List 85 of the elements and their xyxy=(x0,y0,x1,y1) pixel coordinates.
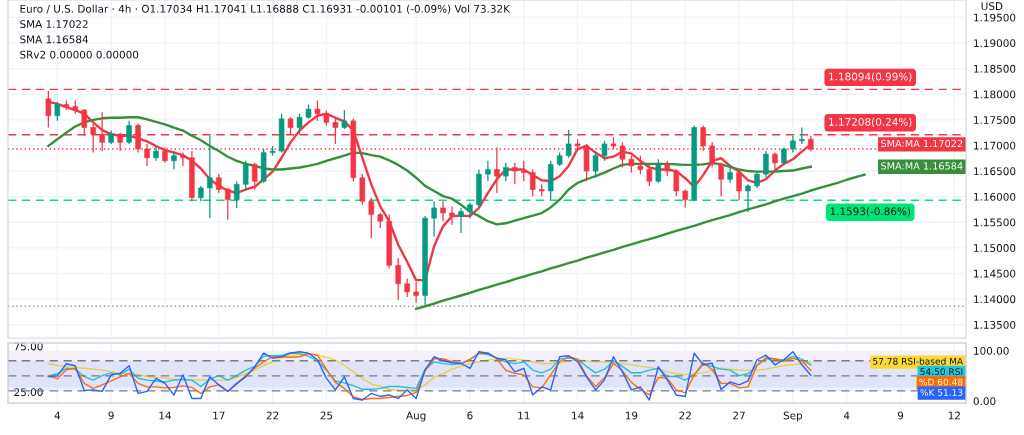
candlestick xyxy=(763,150,769,179)
text: SMA:MA 1.17022 xyxy=(881,139,963,148)
x-tick-label: 27 xyxy=(733,411,745,420)
x-tick-label: 6 xyxy=(467,411,473,420)
x-tick-label: 22 xyxy=(266,411,279,420)
candlestick xyxy=(171,150,177,171)
annotation: SMA 1.17022 xyxy=(20,20,88,29)
text: 57.78 RSI-based MA xyxy=(873,357,964,365)
candlestick xyxy=(341,109,348,130)
x-tick-label: 9 xyxy=(108,411,114,420)
text: %K 51.13 xyxy=(920,389,963,396)
candlestick xyxy=(180,151,186,167)
y-tick-label: 1.14000 xyxy=(974,295,1016,304)
y-tick-label: 1.14500 xyxy=(974,269,1016,278)
x-tick-label: 19 xyxy=(625,411,638,420)
annotation: SMA 1.16584 xyxy=(20,35,89,44)
candlestick xyxy=(530,168,536,197)
chart-title: Euro / U.S. Dollar · 4h · O1.17034 H1.17041 L1.16888 C1.16931 -0.00101 (-0.09%) Vol 73.32K xyxy=(20,4,511,14)
x-tick-label: 4 xyxy=(843,411,850,420)
y-tick-label: 1.19500 xyxy=(974,13,1016,22)
candlestick xyxy=(601,140,608,162)
annotation: SRv2 0.00000 0.00000 xyxy=(20,50,139,59)
x-tick-label: 14 xyxy=(572,411,584,420)
x-tick-label: Sep xyxy=(783,411,803,422)
text: 54.50 RSI xyxy=(920,368,963,376)
y2-tick-label: 0.00 xyxy=(973,397,996,406)
candlestick xyxy=(440,200,446,222)
candlestick xyxy=(503,162,509,182)
candlestick xyxy=(225,187,231,221)
candlestick xyxy=(233,180,240,209)
candlestick xyxy=(592,150,599,179)
x-tick-label: 4 xyxy=(54,411,61,420)
y2-tick-label: 100.00 xyxy=(974,346,1009,355)
candlestick xyxy=(673,168,680,197)
candlestick xyxy=(242,160,249,192)
candlestick xyxy=(512,162,518,185)
y-tick-label: 1.17500 xyxy=(974,116,1016,124)
text: %D 60.48 xyxy=(919,378,963,386)
y-tick-label: 1.18000 xyxy=(974,90,1016,99)
ref-line-label: 1.1593(-0.86%) xyxy=(830,207,911,217)
candlestick xyxy=(565,129,572,159)
candlestick xyxy=(207,135,213,219)
x-tick-label: 25 xyxy=(320,411,333,420)
candlestick xyxy=(368,197,375,239)
y-tick-label: 1.19000 xyxy=(974,39,1016,48)
candlestick xyxy=(449,205,455,226)
ref-line-label: 1.17208(0.24%) xyxy=(829,117,912,128)
y-axis-title: USD xyxy=(981,2,1003,11)
y-tick-label: 1.15500 xyxy=(974,218,1016,227)
candlestick xyxy=(395,257,401,301)
candlestick xyxy=(359,173,366,206)
candlestick xyxy=(736,168,742,201)
candlestick xyxy=(646,163,653,187)
candlestick xyxy=(296,113,303,135)
x-tick-label: 11 xyxy=(518,411,530,420)
candlestick xyxy=(718,162,724,197)
y-tick-label: 1.15000 xyxy=(974,244,1016,252)
candlestick xyxy=(655,158,662,184)
x-tick-label: 22 xyxy=(679,411,691,420)
candlestick xyxy=(404,277,410,298)
candlestick xyxy=(745,183,751,213)
candlestick xyxy=(251,162,258,191)
y-tick-label: 1.17000 xyxy=(974,141,1016,150)
candlestick xyxy=(485,160,491,182)
y-tick-label: 75.00 xyxy=(14,342,43,351)
candlestick xyxy=(54,101,61,122)
x-tick-label: Aug xyxy=(406,411,426,422)
candlestick xyxy=(494,146,500,194)
candlestick xyxy=(126,120,132,145)
y-tick-label: 1.16000 xyxy=(974,192,1016,201)
candlestick xyxy=(521,160,527,182)
y-tick-label: 25.00 xyxy=(14,388,43,397)
candlestick xyxy=(431,200,437,238)
y-tick-label: 1.13500 xyxy=(974,320,1016,329)
y-tick-label: 1.16500 xyxy=(974,167,1016,176)
candlestick xyxy=(637,155,644,175)
y-tick-label: 1.18500 xyxy=(974,64,1016,73)
ref-line-label: 1.18094(0.99%) xyxy=(829,72,912,82)
candlestick xyxy=(458,207,464,234)
candlestick xyxy=(216,173,222,194)
x-tick-label: 14 xyxy=(159,411,172,420)
text: SMA:MA 1.16584 xyxy=(881,162,963,170)
x-tick-label: 17 xyxy=(213,411,225,420)
x-tick-label: 9 xyxy=(897,411,904,420)
x-tick-label: 12 xyxy=(948,411,960,420)
